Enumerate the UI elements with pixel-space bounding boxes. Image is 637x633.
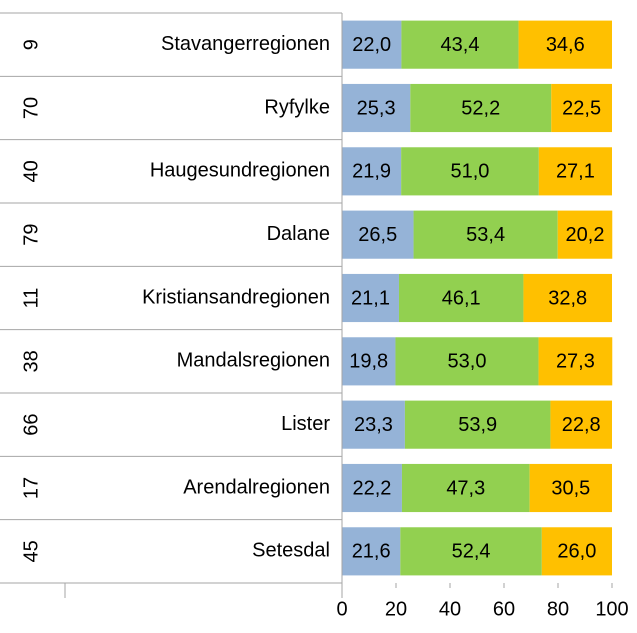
bar-segment	[557, 210, 613, 259]
bar-segment	[401, 147, 539, 196]
bar-segment	[550, 400, 612, 449]
category-label: Dalane	[267, 223, 330, 245]
group-label: 40	[20, 160, 42, 182]
category-label: Stavangerregionen	[161, 33, 330, 55]
bar-segment	[413, 210, 558, 259]
x-tick-label: 20	[385, 598, 407, 620]
x-tick-label: 40	[439, 598, 461, 620]
value-label: 22,2	[353, 477, 392, 499]
bar-segment	[342, 463, 402, 513]
group-label: 45	[20, 540, 42, 562]
category-label: Ryfylke	[264, 96, 330, 118]
value-label: 27,1	[556, 161, 595, 183]
bar-segment	[401, 20, 519, 69]
value-label: 25,3	[357, 97, 396, 119]
bar-segment	[529, 463, 612, 513]
bar-segment	[342, 400, 405, 449]
value-label: 23,3	[354, 414, 393, 436]
bar-segment	[400, 527, 542, 576]
value-label: 32,8	[548, 287, 587, 309]
group-label: 66	[20, 414, 42, 436]
bar-segment	[342, 527, 401, 576]
group-label: 9	[20, 39, 42, 50]
x-tick-label: 0	[336, 598, 347, 620]
bar-segment	[398, 273, 524, 323]
category-label: Setesdal	[252, 540, 330, 562]
group-label: 70	[20, 97, 42, 119]
value-label: 53,4	[466, 224, 505, 246]
group-label: 11	[20, 288, 42, 309]
value-label: 21,1	[351, 287, 390, 309]
bar-segment	[538, 337, 613, 386]
value-label: 26,5	[358, 224, 397, 246]
value-label: 22,0	[352, 34, 391, 56]
value-label: 43,4	[441, 34, 480, 56]
group-label: 38	[20, 350, 42, 372]
value-label: 27,3	[556, 351, 595, 373]
bar-segment	[342, 337, 396, 386]
value-label: 22,8	[562, 414, 601, 436]
bar-segment	[518, 20, 612, 69]
category-label: Haugesundregionen	[150, 160, 330, 182]
value-label: 53,9	[458, 414, 497, 436]
bar-segment	[404, 400, 551, 449]
value-label: 21,9	[352, 161, 391, 183]
bar-segment	[523, 273, 612, 323]
value-label: 19,8	[349, 351, 388, 373]
category-label: Kristiansandregionen	[142, 286, 330, 308]
x-tick-label: 100	[595, 598, 628, 620]
category-label: Lister	[281, 413, 330, 435]
bar-segment	[342, 20, 402, 69]
value-label: 52,4	[452, 541, 491, 563]
value-label: 22,5	[562, 97, 601, 119]
value-label: 51,0	[451, 161, 490, 183]
bar-segment	[538, 147, 612, 196]
value-label: 53,0	[448, 351, 487, 373]
category-label: Mandalsregionen	[177, 350, 330, 372]
bar-segment	[342, 273, 399, 323]
value-label: 21,6	[352, 541, 391, 563]
bar-segment	[342, 147, 402, 196]
value-label: 52,2	[461, 97, 500, 119]
category-label: Arendalregionen	[183, 476, 330, 498]
group-label: 17	[20, 477, 42, 499]
bar-segment	[541, 527, 612, 576]
bar-segment	[395, 337, 539, 386]
bar-segment	[410, 83, 552, 133]
group-label: 79	[20, 224, 42, 246]
x-tick-label: 80	[547, 598, 569, 620]
bar-segment	[342, 83, 411, 133]
bar-segment	[551, 83, 612, 133]
value-label: 34,6	[546, 34, 585, 56]
bar-segment	[342, 210, 414, 259]
bar-segment	[401, 463, 530, 513]
value-label: 20,2	[566, 224, 605, 246]
value-label: 46,1	[442, 287, 481, 309]
value-label: 47,3	[446, 477, 485, 499]
value-label: 30,5	[551, 477, 590, 499]
x-tick-label: 60	[493, 598, 515, 620]
value-label: 26,0	[557, 541, 596, 563]
